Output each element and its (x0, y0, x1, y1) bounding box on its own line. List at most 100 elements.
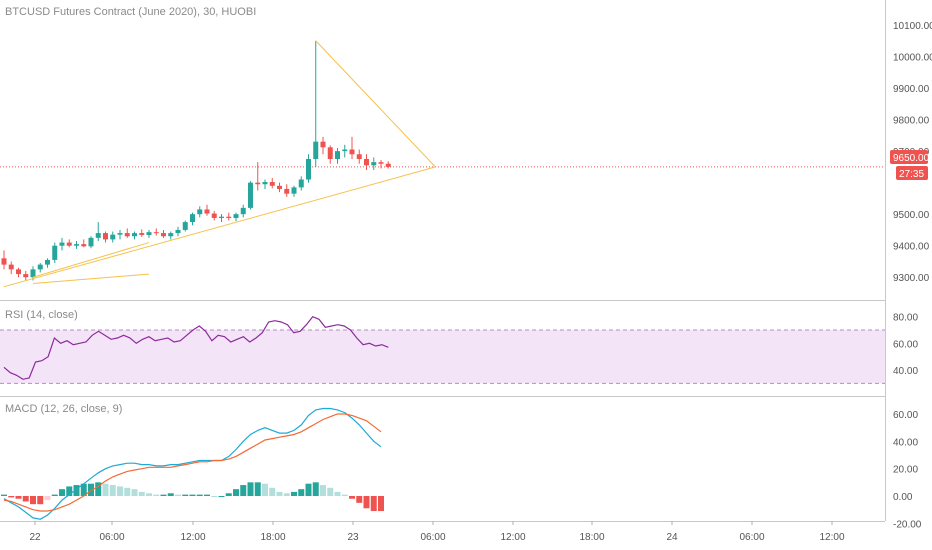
time-tick-label: 12:00 (500, 532, 525, 543)
candle-down (204, 209, 210, 214)
candle-up (306, 159, 311, 180)
time-tick-label: 18:00 (260, 532, 285, 543)
candle-up (88, 237, 94, 247)
candle-up (335, 151, 340, 159)
candle-up (182, 222, 188, 230)
macd-histogram-bar (196, 494, 203, 496)
rsi-title: RSI (14, close) (5, 309, 78, 321)
macd-histogram-bar (363, 496, 370, 509)
candle-down (349, 149, 355, 155)
candle-down (103, 233, 108, 240)
macd-histogram-bar (66, 486, 73, 496)
macd-histogram-bar (240, 485, 247, 496)
macd-pane[interactable] (1, 407, 384, 520)
candle-up (233, 214, 239, 218)
candle-down (385, 163, 391, 167)
macd-histogram-bar (327, 487, 334, 496)
candle-down (1, 258, 7, 265)
triangle-upper-line (315, 40, 436, 168)
chart-title: BTCUSD Futures Contract (June 2020), 30,… (5, 6, 256, 18)
candle-down (320, 141, 326, 148)
macd-histogram-bar (254, 482, 261, 496)
candle-up (248, 182, 253, 208)
macd-histogram-bar (1, 494, 7, 496)
time-tick-label: 06:00 (99, 532, 124, 543)
candle-up (132, 233, 137, 237)
macd-histogram-bar (175, 494, 181, 496)
rsi-tick-label: 40.00 (893, 366, 918, 377)
candle-up (110, 234, 116, 240)
macd-tick-label: 20.00 (893, 465, 918, 476)
price-pane[interactable] (0, 40, 885, 288)
macd-histogram-bar (233, 489, 239, 496)
time-tick-label: 06:00 (739, 532, 764, 543)
macd-histogram-bar (349, 496, 355, 499)
candle-up (175, 229, 181, 234)
macd-histogram-bar (59, 489, 65, 496)
macd-histogram-bar (189, 494, 196, 496)
candle-down (153, 232, 159, 234)
rsi-band (0, 330, 885, 384)
price-tick-label: 9400.00 (893, 242, 930, 253)
macd-histogram-bar (356, 496, 363, 503)
candle-up (146, 232, 152, 235)
candle-up (219, 216, 224, 218)
candle-down (211, 213, 217, 218)
candle-down (124, 233, 130, 237)
last-price-tag: 9650.00 (893, 153, 930, 164)
macd-histogram-bar (102, 483, 109, 496)
price-tick-label: 9300.00 (893, 273, 930, 284)
macd-histogram-bar (109, 485, 116, 496)
price-tick-label: 10100.00 (893, 21, 932, 32)
signal-line (3, 413, 382, 512)
rsi-line (3, 315, 389, 380)
candle-up (59, 242, 65, 246)
macd-histogram-bar (378, 496, 384, 512)
price-tick-label: 9900.00 (893, 84, 930, 95)
trendline-mid (32, 242, 150, 278)
candle-down (8, 264, 14, 270)
macd-histogram-bar (153, 494, 160, 496)
candle-down (81, 244, 87, 247)
price-tick-label: 10000.00 (893, 53, 932, 64)
rsi-tick-label: 80.00 (893, 313, 918, 324)
candle-down (23, 274, 29, 278)
candle-down (356, 154, 362, 159)
macd-histogram-bar (269, 487, 276, 496)
macd-histogram-bar (30, 496, 36, 505)
macd-histogram-bar (247, 482, 254, 496)
rsi-pane[interactable] (0, 315, 885, 384)
macd-histogram-bar (138, 491, 145, 496)
macd-histogram-bar (341, 494, 348, 496)
macd-histogram-bar (37, 496, 44, 505)
candle-up (117, 233, 123, 235)
last-price-tag-bg (890, 150, 928, 164)
macd-histogram-bar (218, 496, 225, 497)
macd-histogram-bar (305, 483, 312, 496)
macd-histogram-bar (160, 494, 167, 496)
macd-histogram-bar (204, 494, 210, 496)
time-tick-label: 12:00 (180, 532, 205, 543)
price-tick-label: 9500.00 (893, 210, 930, 221)
macd-tick-label: -20.00 (893, 519, 922, 530)
time-tick-label: 23 (347, 532, 359, 543)
candle-down (269, 182, 275, 186)
macd-histogram-bar (44, 496, 51, 501)
candle-up (197, 209, 203, 215)
macd-histogram-bar (51, 494, 58, 496)
macd-histogram-bar (131, 489, 138, 496)
macd-histogram-bar (320, 485, 326, 496)
candle-down (139, 233, 145, 235)
candle-up (74, 244, 79, 246)
candle-up (291, 187, 297, 194)
time-tick-label: 22 (29, 532, 41, 543)
macd-histogram-bar (298, 489, 305, 496)
candle-down (255, 182, 261, 185)
macd-tick-label: 0.00 (893, 492, 913, 503)
countdown-tag-bg (896, 166, 928, 180)
macd-histogram-bar (276, 491, 283, 496)
candle-up (52, 245, 58, 260)
time-tick-label: 06:00 (420, 532, 445, 543)
rsi-tick-label: 60.00 (893, 339, 918, 350)
